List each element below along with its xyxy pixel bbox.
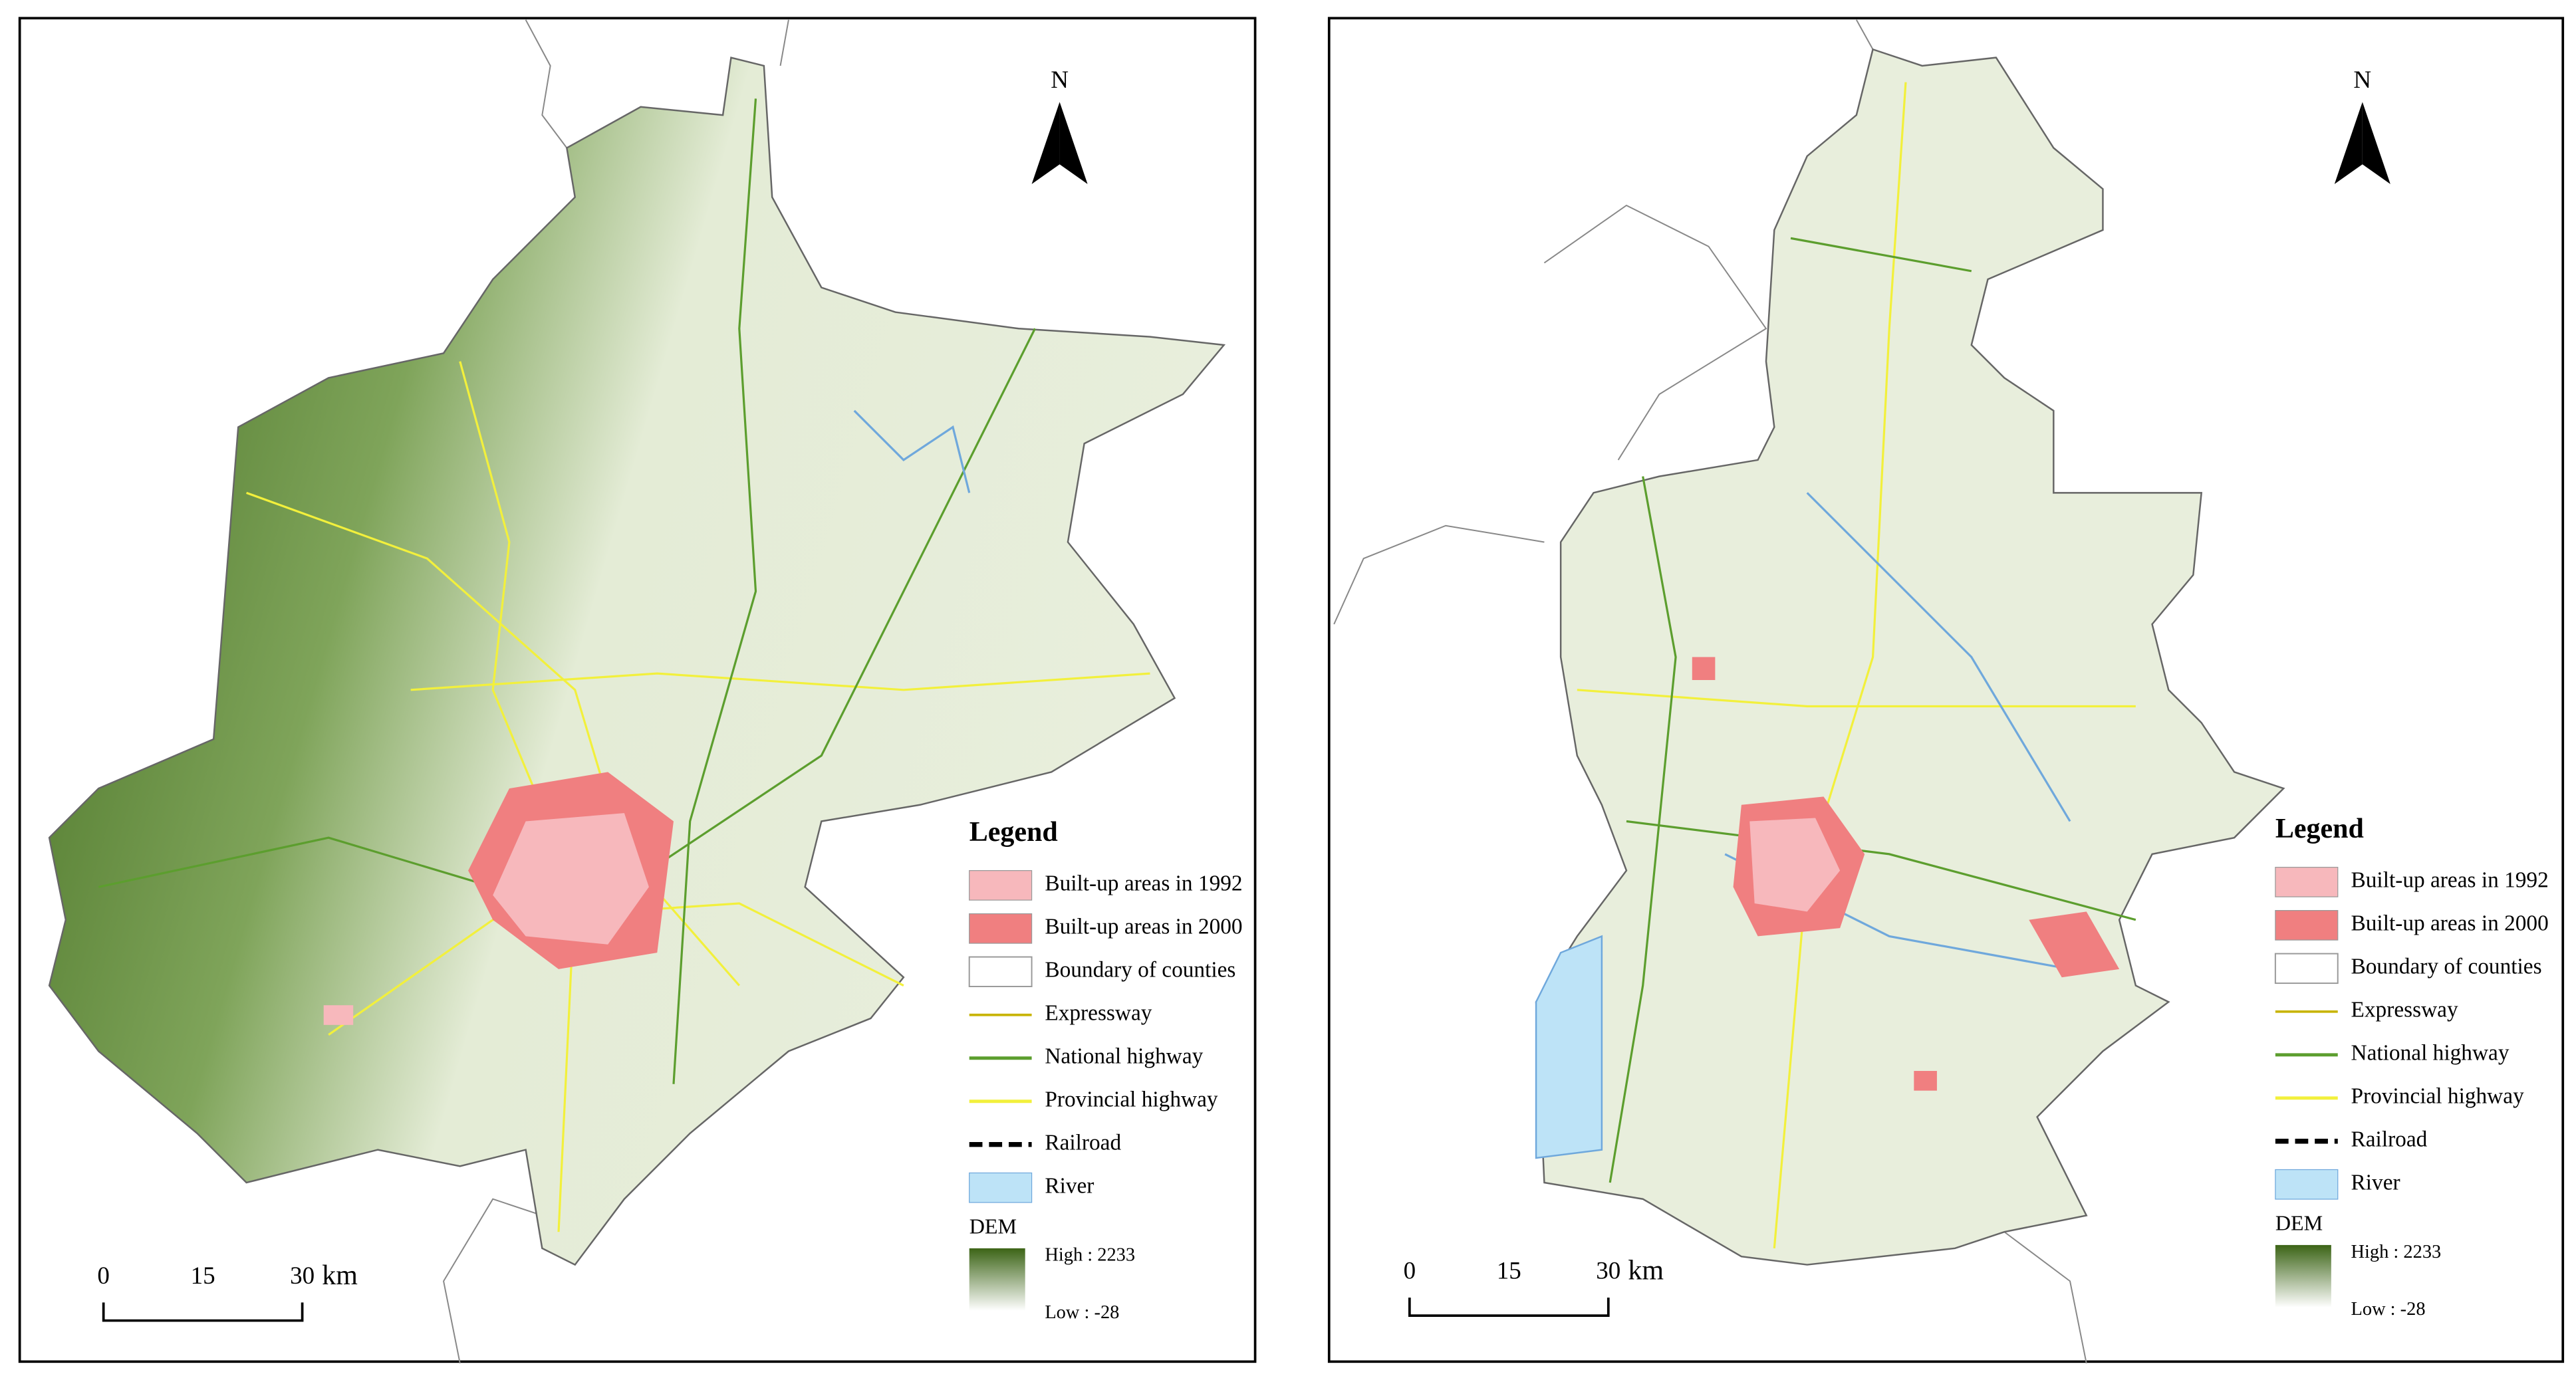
scale-label: 15 xyxy=(191,1262,215,1290)
built-up-2000 xyxy=(2029,911,2120,978)
swatch xyxy=(969,869,1033,901)
built-up-1992 xyxy=(323,1005,354,1025)
dem-ramp xyxy=(969,1248,1025,1311)
north-label: N xyxy=(2353,66,2371,94)
road xyxy=(1626,820,2136,921)
built-up-1992 xyxy=(1749,818,1841,912)
boundary xyxy=(443,1198,543,1363)
legend-label: Provincial highway xyxy=(2351,1084,2525,1108)
built-up-1992 xyxy=(493,813,649,945)
legend-label: Boundary of counties xyxy=(1045,957,1235,982)
scale-label: 30 xyxy=(1596,1257,1620,1284)
swatch xyxy=(969,1172,1033,1203)
legend-label: Boundary of counties xyxy=(2351,955,2542,979)
dem-title: DEM xyxy=(969,1214,1017,1238)
scale-label: 0 xyxy=(1404,1257,1416,1284)
north-arrow xyxy=(1059,102,1088,184)
scale-label: 30 xyxy=(290,1262,315,1290)
legend-title: Legend xyxy=(2275,814,2364,844)
river xyxy=(853,409,971,493)
boundary xyxy=(525,19,568,149)
boundary xyxy=(1855,19,1874,50)
north-label: N xyxy=(1051,66,1069,94)
river xyxy=(1806,492,2071,822)
legend-label: Expressway xyxy=(2351,997,2458,1022)
north-arrow xyxy=(2334,102,2363,184)
legend-label: National highway xyxy=(2351,1040,2510,1065)
north-arrow xyxy=(2362,102,2390,184)
legend-label: Railroad xyxy=(1045,1130,1121,1155)
road xyxy=(1790,237,1972,273)
road-network xyxy=(98,82,2136,1248)
legend-label: Railroad xyxy=(2351,1127,2428,1151)
legend-label: River xyxy=(2351,1170,2400,1195)
scale-unit: km xyxy=(1628,1256,1664,1286)
beijing-region xyxy=(48,57,1226,1266)
legend-label: Built-up areas in 2000 xyxy=(2351,911,2549,936)
road xyxy=(1609,476,1677,1183)
boundary xyxy=(1543,204,1767,461)
lake xyxy=(1535,935,1603,1159)
boundary xyxy=(779,19,789,66)
boundary xyxy=(1333,524,1545,625)
legend-label: Expressway xyxy=(1045,1000,1152,1025)
dem-low: Low : -28 xyxy=(2351,1299,2426,1320)
swatch xyxy=(2275,867,2339,897)
dem-high: High : 2233 xyxy=(2351,1242,2442,1262)
swatch xyxy=(2275,910,2339,941)
road xyxy=(459,361,577,1232)
road xyxy=(672,98,757,1084)
swatch xyxy=(2275,1169,2339,1200)
swatch xyxy=(2274,953,2339,984)
legend-label: Provincial highway xyxy=(1045,1087,1218,1111)
neighbor-boundaries xyxy=(443,19,2087,1363)
dem-title: DEM xyxy=(2275,1211,2323,1235)
built-up-2000 xyxy=(1914,1071,1937,1091)
scale-unit: km xyxy=(322,1260,358,1291)
legend-label: Built-up areas in 1992 xyxy=(1045,871,1242,895)
dem-high: High : 2233 xyxy=(1045,1245,1135,1266)
built-up-2000 xyxy=(1692,657,1716,680)
scale-label: 0 xyxy=(97,1262,110,1290)
swatch xyxy=(969,913,1033,944)
dem-low: Low : -28 xyxy=(1045,1302,1119,1323)
legend-label: Built-up areas in 2000 xyxy=(1045,914,1242,939)
legend-title: Legend xyxy=(969,817,1058,848)
legend-label: River xyxy=(1045,1173,1094,1198)
scale-bar xyxy=(102,1302,304,1322)
scale-label: 15 xyxy=(1497,1257,1521,1284)
road xyxy=(410,672,1150,691)
boundary xyxy=(2003,1231,2087,1363)
road xyxy=(1773,82,1907,1248)
dem-ramp xyxy=(2275,1244,2331,1308)
legend-label: National highway xyxy=(1045,1044,1203,1068)
scale-bar xyxy=(1408,1297,1610,1317)
swatch xyxy=(968,956,1033,988)
legend-label: Built-up areas in 1992 xyxy=(2351,868,2549,893)
road xyxy=(1577,689,2136,708)
